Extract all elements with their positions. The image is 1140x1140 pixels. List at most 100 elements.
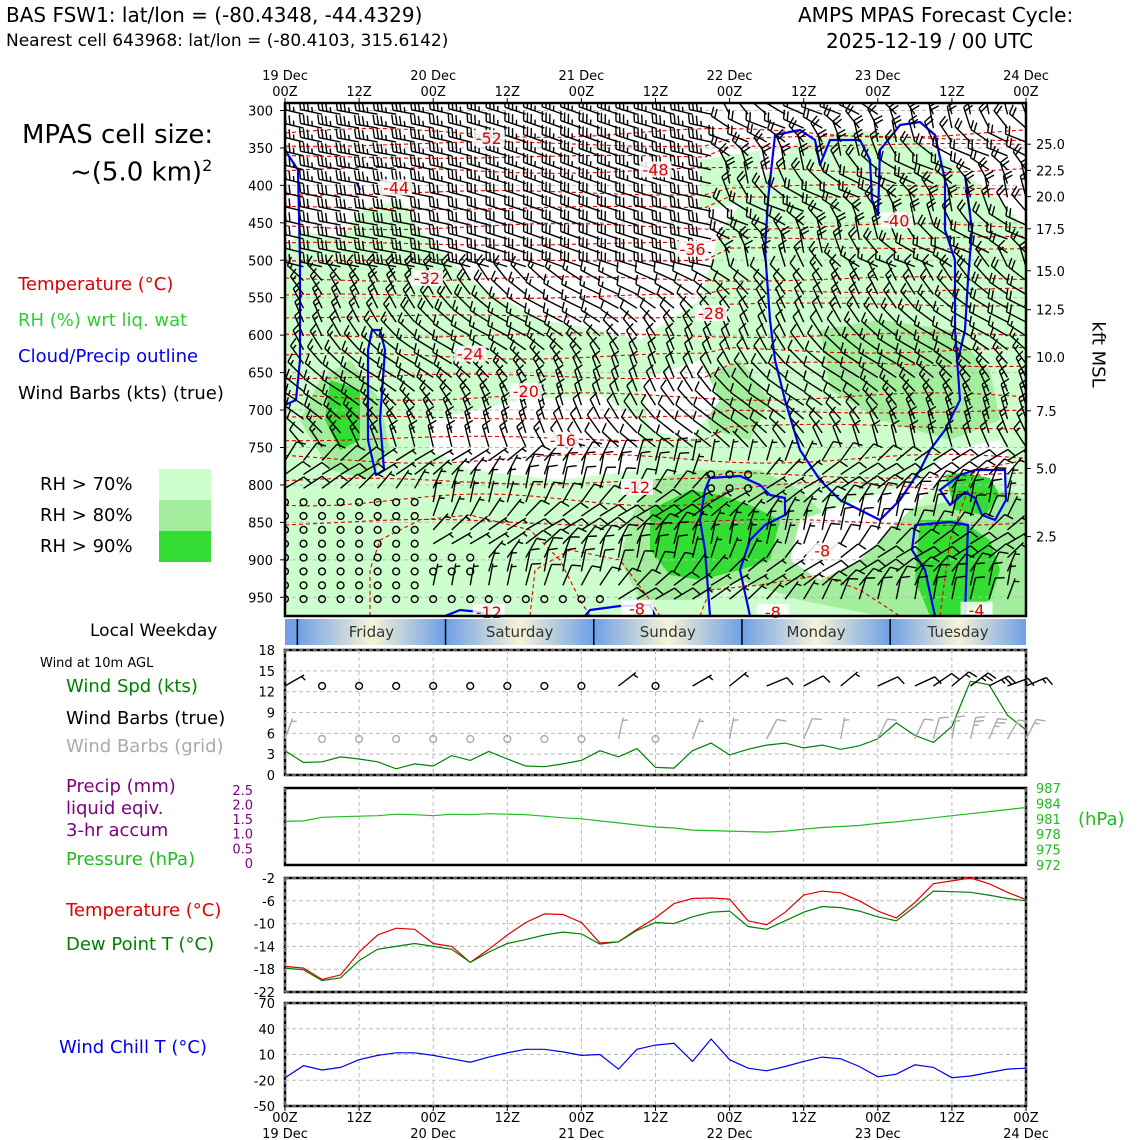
barb-flag — [852, 201, 862, 209]
barb-flag — [428, 196, 431, 207]
barb-flag — [317, 211, 320, 221]
barb-flag — [402, 299, 409, 309]
barb-half — [385, 148, 388, 155]
barb-half — [350, 301, 356, 307]
barb-flag — [343, 129, 347, 140]
wind-barb — [561, 301, 582, 323]
wind-barb — [639, 297, 657, 323]
wind-barb — [579, 275, 601, 295]
wind-barb — [875, 249, 897, 268]
wind-barb — [854, 212, 865, 240]
barb-flag — [451, 197, 454, 207]
barb-flag — [432, 169, 435, 180]
barb-flag — [659, 296, 666, 306]
barb-flag — [357, 212, 361, 223]
barb-shaft — [713, 278, 731, 295]
barb-half — [491, 292, 495, 299]
barb-flag — [451, 238, 454, 249]
barb-shaft — [693, 280, 712, 295]
barb-flag — [917, 165, 921, 175]
barb-flag — [306, 184, 310, 195]
wind-10m-label: Wind at 10m AGL — [40, 656, 154, 671]
isotherm-line — [285, 287, 1026, 299]
barb-half — [936, 307, 939, 313]
wind-barb — [353, 253, 378, 268]
wind-barb — [298, 197, 323, 212]
barb-flag — [913, 163, 917, 173]
barb-flag — [872, 198, 882, 205]
barb-flag — [979, 160, 988, 169]
barb-flag — [372, 239, 376, 250]
barb-flag — [651, 112, 654, 123]
barb-flag — [765, 204, 769, 215]
wind-chill-label: Wind Chill T (°C) — [59, 1037, 207, 1058]
barb-flag — [923, 174, 931, 183]
wind-barb — [990, 256, 1008, 282]
wind-barb — [842, 187, 860, 212]
barb-flag — [288, 198, 291, 209]
barb-flag — [719, 295, 727, 303]
wind-barb — [651, 223, 675, 240]
barb-flag — [343, 157, 347, 168]
wind-barb — [616, 261, 638, 282]
cloud-outline-segment — [703, 474, 787, 616]
barb-flag — [716, 226, 723, 236]
barb-half — [347, 107, 350, 113]
wind-barb — [769, 255, 786, 281]
wind-barb — [485, 181, 508, 199]
barb-flag — [317, 169, 320, 180]
barb-flag — [915, 133, 920, 143]
barb-flag — [964, 170, 974, 177]
barb-flag — [317, 252, 320, 263]
barb-flag — [938, 479, 949, 482]
barb-half — [860, 253, 863, 260]
wind-barb — [353, 156, 378, 171]
barb-flag — [988, 203, 992, 214]
barb-flag — [354, 103, 357, 111]
barb-flag — [413, 170, 417, 180]
barb-flag — [836, 128, 846, 135]
barb-flag — [804, 180, 807, 191]
barb-flag — [904, 253, 912, 262]
barb-flag — [447, 210, 450, 220]
pressure-unit-label: (hPa) — [1078, 809, 1125, 830]
barb-half — [273, 359, 276, 363]
barb-flag — [695, 184, 699, 195]
barb-flag — [357, 254, 361, 264]
barb-half — [276, 289, 280, 293]
barb-shaft — [883, 103, 897, 115]
barb-flag — [901, 175, 908, 185]
wind-barb — [973, 255, 990, 281]
barb-flag — [413, 128, 417, 139]
wind-barb — [596, 222, 619, 240]
barb-flag — [1019, 171, 1026, 177]
barb-flag — [972, 289, 977, 299]
barb-flag — [510, 255, 517, 265]
barb-flag — [306, 198, 310, 209]
wind-barb — [504, 153, 527, 171]
wind-barb — [434, 298, 453, 323]
barb-flag — [928, 184, 938, 191]
barb-flag — [281, 238, 282, 247]
wind-barb — [522, 222, 545, 240]
barb-flag — [419, 300, 426, 310]
barb-flag — [926, 91, 933, 97]
barb-flag — [953, 221, 957, 231]
barb-half — [904, 274, 910, 280]
barb-flag — [471, 285, 476, 295]
barb-flag — [772, 267, 780, 277]
barb-flag — [339, 143, 343, 153]
barb-flag — [361, 171, 365, 182]
barb-half — [999, 246, 1004, 251]
barb-flag — [677, 170, 680, 181]
barb-flag — [677, 129, 680, 139]
barb-flag — [281, 127, 282, 136]
wind-barb — [372, 225, 397, 240]
wind-barb — [469, 300, 490, 323]
barb-flag — [376, 115, 380, 126]
wind-barb — [616, 275, 638, 295]
wind-barb — [953, 270, 971, 295]
barb-flag — [744, 160, 754, 167]
barb-flag — [1011, 185, 1018, 195]
barb-flag — [617, 287, 621, 297]
